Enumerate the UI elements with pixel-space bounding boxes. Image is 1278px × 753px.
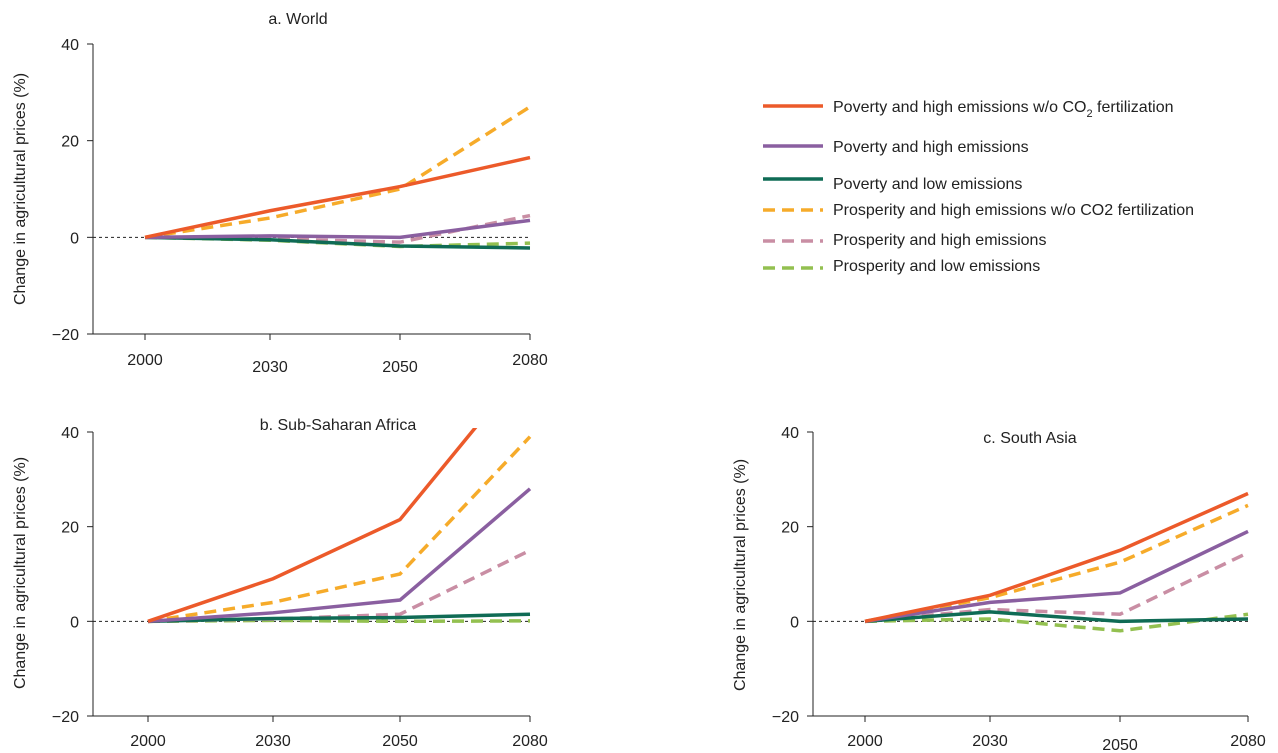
chart-title: c. South Asia [983, 430, 1076, 447]
y-tick-label: 0 [70, 230, 79, 247]
series-line-poverty-high [864, 529, 1249, 624]
series-group [147, 428, 532, 624]
series-line-poverty-high [147, 487, 532, 624]
series-line-poverty-high-noco2 [144, 155, 531, 240]
y-tick-label: −20 [772, 709, 799, 726]
chart-title: a. World [268, 11, 327, 28]
legend-label: Prosperity and high emissions w/o CO2 fe… [833, 202, 1194, 219]
legend: Poverty and high emissions w/o CO2 ferti… [763, 99, 1194, 275]
x-tick-label: 2080 [512, 733, 548, 750]
y-tick-label: 40 [781, 425, 799, 442]
series-line-prosperity-high-noco2 [864, 503, 1249, 624]
x-tick-label: 2050 [382, 359, 418, 376]
chart-panel-sub-saharan-africa: b. Sub-Saharan Africa Change in agricult… [12, 417, 548, 750]
y-tick-label: 40 [61, 37, 79, 54]
series-group [144, 105, 531, 250]
y-axis-label: Change in agricultural prices (%) [732, 459, 749, 691]
series-line-poverty-high-noco2 [147, 428, 478, 623]
y-axis-label: Change in agricultural prices (%) [12, 73, 29, 305]
y-axis-label: Change in agricultural prices (%) [12, 457, 29, 689]
x-tick-label: 2000 [847, 733, 883, 750]
x-tick-label: 2030 [252, 359, 288, 376]
series-group [864, 491, 1249, 633]
legend-label: Prosperity and low emissions [833, 258, 1040, 275]
chart-panel-world: a. World Change in agricultural prices (… [12, 11, 548, 376]
y-tick-label: −20 [52, 327, 79, 344]
y-tick-label: 40 [61, 425, 79, 442]
series-line-poverty-high [144, 218, 531, 240]
y-tick-label: 0 [70, 614, 79, 631]
series-line-poverty-low [864, 610, 1249, 624]
x-tick-label: 2030 [255, 733, 291, 750]
series-line-prosperity-low [864, 612, 1249, 633]
series-line-prosperity-high-noco2 [144, 105, 531, 240]
y-tick-label: 20 [61, 520, 79, 537]
series-line-prosperity-high-noco2 [147, 435, 532, 624]
chart-panel-south-asia: c. South Asia Change in agricultural pri… [732, 425, 1266, 753]
x-tick-label: 2000 [127, 352, 163, 369]
series-line-poverty-low [144, 235, 531, 250]
legend-label: Prosperity and high emissions [833, 232, 1046, 249]
x-tick-label: 2050 [1102, 737, 1138, 753]
legend-label: Poverty and high emissions [833, 139, 1029, 156]
series-line-prosperity-high [147, 548, 531, 624]
x-tick-label: 2080 [512, 352, 548, 369]
x-tick-label: 2050 [382, 733, 418, 750]
x-tick-label: 2000 [130, 733, 166, 750]
series-line-poverty-high-noco2 [864, 491, 1249, 624]
y-tick-label: 20 [781, 520, 799, 537]
legend-label: Poverty and low emissions [833, 176, 1022, 193]
chart-title: b. Sub-Saharan Africa [260, 417, 417, 434]
legend-label: Poverty and high emissions w/o CO2 ferti… [833, 99, 1174, 120]
x-tick-label: 2080 [1230, 733, 1266, 750]
series-line-poverty-low [147, 612, 531, 624]
y-tick-label: −20 [52, 709, 79, 726]
y-tick-label: 20 [61, 134, 79, 151]
x-tick-label: 2030 [972, 733, 1008, 750]
y-tick-label: 0 [790, 614, 799, 631]
